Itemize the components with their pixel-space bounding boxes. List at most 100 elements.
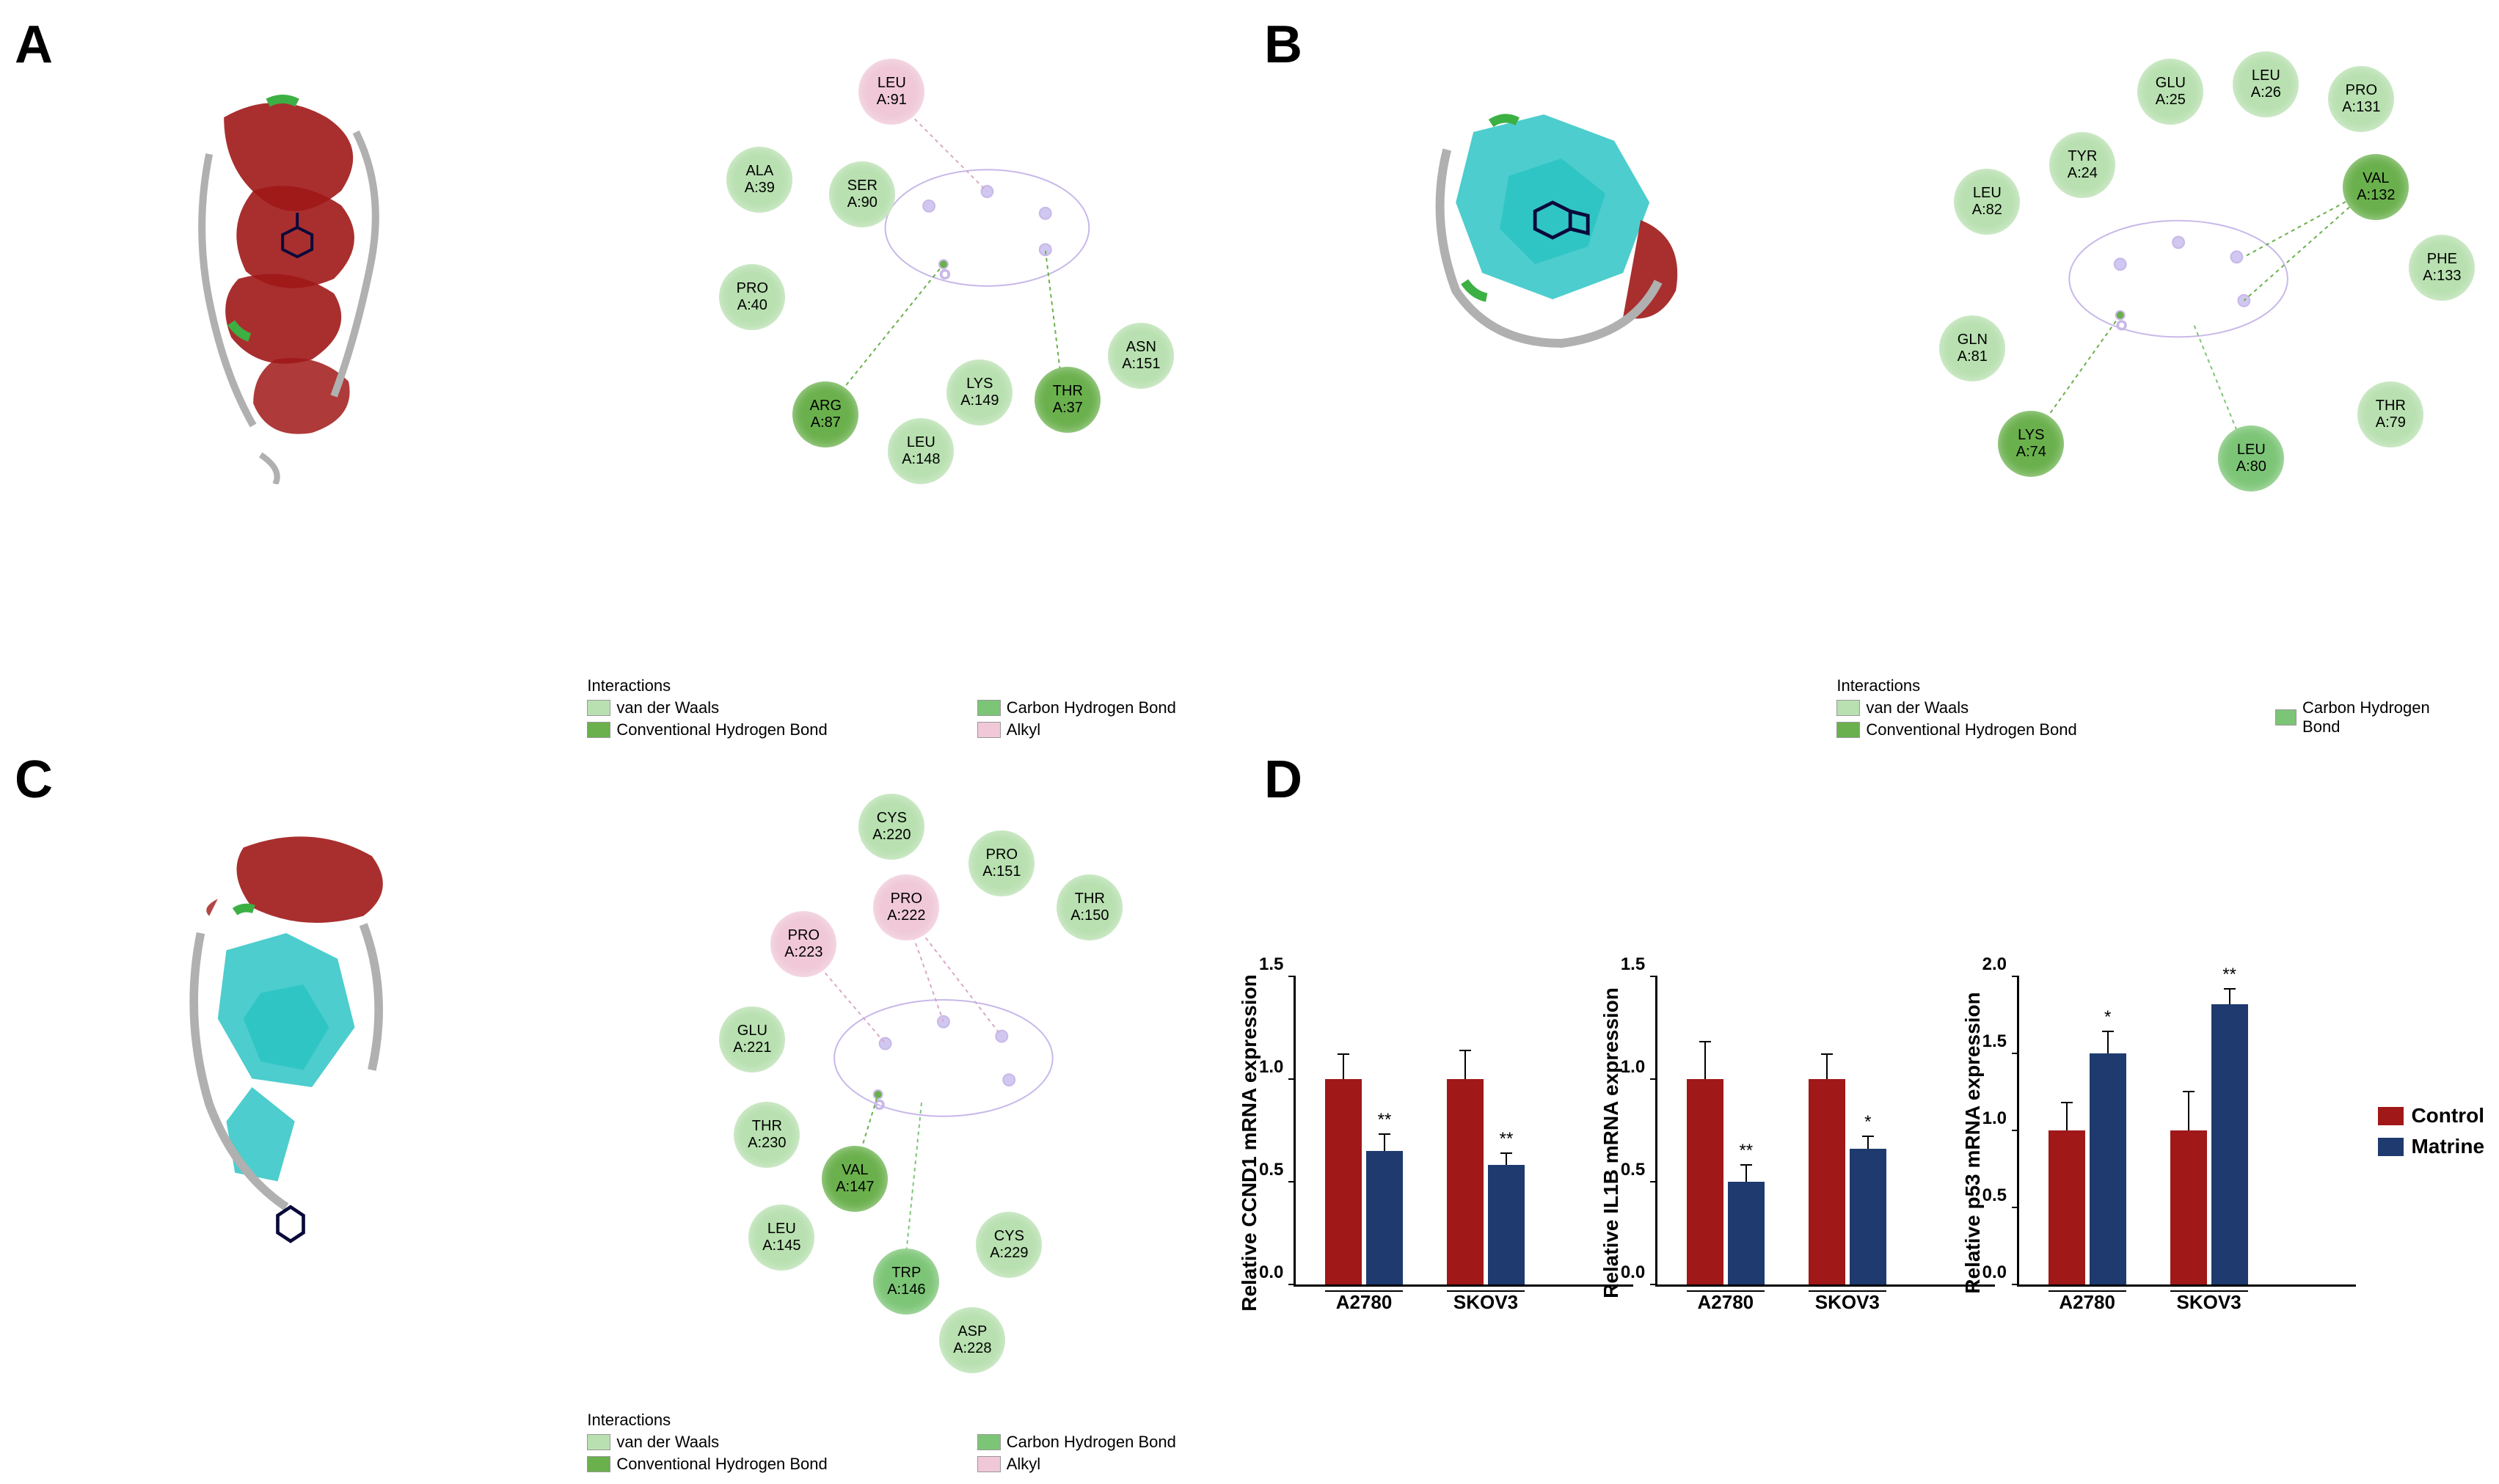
residue-node: ALAA:39 xyxy=(726,147,792,213)
bar: ** xyxy=(1366,1151,1403,1284)
y-tick-label: 0.0 xyxy=(1259,1262,1283,1283)
panel-b-content: O GLUA:25 LEUA:26 PROA:131 TYRA:24 VALA:132 L… xyxy=(1264,0,2484,750)
residue-node: PHEA:133 xyxy=(2409,235,2475,301)
x-tick-label: A2780 xyxy=(1698,1291,1754,1314)
bar: * xyxy=(2090,1053,2126,1284)
panel-b-interactions: O GLUA:25 LEUA:26 PROA:131 TYRA:24 VALA:132 L… xyxy=(1829,44,2484,750)
residue-node: VALA:132 xyxy=(2343,154,2409,220)
y-tick-label: 1.5 xyxy=(1259,954,1283,975)
x-tick-label: A2780 xyxy=(1336,1291,1393,1314)
y-tick-label: 2.0 xyxy=(1982,954,2007,975)
chart-legend: Control Matrine xyxy=(2378,1104,2484,1158)
residue-node: LEUA:145 xyxy=(748,1205,814,1271)
x-tick-label: SKOV3 xyxy=(1453,1291,1518,1314)
chart-legend-item: Matrine xyxy=(2378,1135,2484,1158)
y-tick-label: 0.0 xyxy=(1982,1262,2007,1283)
panel-d-label: D xyxy=(1264,750,1302,810)
residue-node: ARGA:87 xyxy=(792,381,858,447)
residue-node: LYSA:149 xyxy=(946,359,1013,425)
residue-node: LEUA:91 xyxy=(858,59,924,125)
residue-node: PROA:222 xyxy=(873,874,939,940)
panel-d-charts: Relative CCND1 mRNA expression0.00.51.01… xyxy=(1264,720,2484,1484)
residue-node: THRA:230 xyxy=(734,1102,800,1168)
y-axis-label: Relative IL1B mRNA expression xyxy=(1599,987,1623,1298)
y-tick-label: 1.5 xyxy=(1621,954,1645,975)
residue-node: GLUA:221 xyxy=(719,1006,785,1072)
svg-text:O: O xyxy=(940,267,950,282)
bar xyxy=(1447,1079,1484,1284)
panel-c: C xyxy=(15,750,1235,1455)
y-tick-label: 0.5 xyxy=(1259,1160,1283,1180)
residue-node: THRA:150 xyxy=(1057,874,1123,940)
residue-node: THRA:79 xyxy=(2357,381,2423,447)
y-tick-label: 1.0 xyxy=(1621,1057,1645,1078)
residue-node: LEUA:148 xyxy=(888,418,954,484)
panel-a: A xyxy=(15,15,1235,720)
interaction-legend: Interactionsvan der WaalsConventional Hy… xyxy=(587,1411,1235,1477)
panel-b: B xyxy=(1264,15,2484,720)
panel-a-structure xyxy=(44,44,580,750)
residue-node: LYSA:74 xyxy=(1998,411,2064,477)
bar-chart: Relative IL1B mRNA expression0.00.51.01.… xyxy=(1655,976,1995,1287)
chart-area: 0.00.51.01.5**A2780**SKOV3 xyxy=(1294,976,1633,1287)
residue-node: LEUA:82 xyxy=(1954,169,2020,235)
svg-text:O: O xyxy=(2117,318,2127,332)
residue-node: ASPA:228 xyxy=(939,1307,1005,1373)
residue-node: ASNA:151 xyxy=(1108,323,1174,389)
y-tick-label: 1.0 xyxy=(1259,1057,1283,1078)
significance-marker: * xyxy=(2104,1007,2111,1028)
bar: ** xyxy=(1728,1182,1765,1284)
bar xyxy=(1325,1079,1362,1284)
y-tick-label: 1.0 xyxy=(1982,1108,2007,1129)
residue-node: LEUA:26 xyxy=(2233,51,2299,117)
residue-node: PROA:40 xyxy=(719,264,785,330)
significance-marker: ** xyxy=(1500,1129,1514,1149)
bar-chart: Relative CCND1 mRNA expression0.00.51.01… xyxy=(1294,976,1633,1287)
x-tick-label: SKOV3 xyxy=(1815,1291,1880,1314)
panel-a-content: O LEUA:91 ALAA:39 SERA:90 PROA:40ARGA:87 LEU… xyxy=(15,0,1235,750)
bar: ** xyxy=(2211,1004,2248,1284)
x-tick-label: SKOV3 xyxy=(2177,1291,2241,1314)
y-tick-label: 0.5 xyxy=(1621,1160,1645,1180)
y-tick-label: 1.5 xyxy=(1982,1031,2007,1052)
y-tick-label: 0.5 xyxy=(1982,1185,2007,1206)
residue-node: SERA:90 xyxy=(829,161,895,227)
residue-node: GLNA:81 xyxy=(1939,315,2005,381)
y-axis-label: Relative CCND1 mRNA expression xyxy=(1238,974,1261,1312)
residue-node: PROA:223 xyxy=(770,911,836,977)
significance-marker: ** xyxy=(2222,965,2236,985)
chart-area: 0.00.51.01.52.0*A2780**SKOV3 xyxy=(2017,976,2357,1287)
significance-marker: ** xyxy=(1378,1110,1392,1130)
bar xyxy=(1687,1079,1723,1284)
residue-node: LEUA:80 xyxy=(2218,425,2284,491)
bar xyxy=(1809,1079,1845,1284)
residue-node: CYSA:229 xyxy=(976,1212,1042,1278)
figure-grid: A xyxy=(15,15,2484,1455)
y-tick-label: 0.0 xyxy=(1621,1262,1645,1283)
residue-node: TRPA:146 xyxy=(873,1249,939,1315)
residue-node: VALA:147 xyxy=(822,1146,888,1212)
bar: * xyxy=(1850,1149,1886,1284)
bar-chart: Relative p53 mRNA expression0.00.51.01.5… xyxy=(2017,976,2357,1287)
residue-node: TYRA:24 xyxy=(2049,132,2115,198)
residue-node: THRA:37 xyxy=(1035,367,1101,433)
residue-node: GLUA:25 xyxy=(2137,59,2203,125)
panel-c-interactions: O CYSA:220PROA:151PROA:222THRA:150PROA:2… xyxy=(580,779,1235,1484)
x-tick-label: A2780 xyxy=(2059,1291,2115,1314)
residue-node: PROA:131 xyxy=(2328,66,2394,132)
chart-legend-item: Control xyxy=(2378,1104,2484,1127)
panel-d: D Relative CCND1 mRNA expression0.00.51.… xyxy=(1264,750,2484,1455)
bar xyxy=(2170,1130,2207,1284)
significance-marker: ** xyxy=(1739,1141,1753,1161)
panel-b-structure xyxy=(1294,44,1829,750)
bar: ** xyxy=(1488,1165,1525,1284)
panel-c-structure xyxy=(44,779,580,1484)
y-axis-label: Relative p53 mRNA expression xyxy=(1961,993,1985,1294)
residue-node: PROA:151 xyxy=(968,830,1035,896)
residue-node: CYSA:220 xyxy=(858,794,924,860)
bar xyxy=(2049,1130,2085,1284)
panel-a-interactions: O LEUA:91 ALAA:39 SERA:90 PROA:40ARGA:87 LEU… xyxy=(580,44,1235,750)
panel-c-content: O CYSA:220PROA:151PROA:222THRA:150PROA:2… xyxy=(15,720,1235,1484)
chart-area: 0.00.51.01.5**A2780*SKOV3 xyxy=(1655,976,1995,1287)
significance-marker: * xyxy=(1864,1112,1871,1133)
